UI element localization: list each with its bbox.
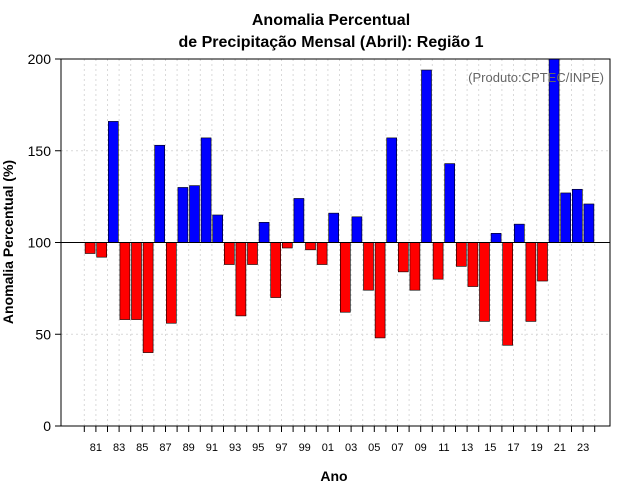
bar-93 bbox=[224, 242, 235, 265]
x-tick-label-81: 81 bbox=[90, 442, 102, 454]
x-tick-label-03: 03 bbox=[345, 442, 357, 454]
bar-15 bbox=[479, 242, 490, 322]
y-tick-label: 100 bbox=[28, 235, 52, 251]
bar-09 bbox=[409, 242, 421, 291]
bar-03 bbox=[339, 242, 351, 313]
bar-88 bbox=[166, 242, 177, 324]
x-tick-label-87: 87 bbox=[159, 442, 171, 454]
x-tick-label-07: 07 bbox=[391, 442, 403, 454]
bar-16 bbox=[490, 233, 502, 243]
bar-07 bbox=[386, 137, 398, 243]
bar-10 bbox=[421, 69, 432, 243]
x-tick-label-83: 83 bbox=[113, 442, 125, 454]
bar-86 bbox=[142, 242, 154, 353]
bar-08 bbox=[397, 242, 409, 273]
x-tick-label-99: 99 bbox=[299, 442, 311, 454]
bar-84 bbox=[119, 242, 131, 320]
x-tick-label-91: 91 bbox=[206, 442, 218, 454]
bar-89 bbox=[177, 187, 189, 243]
bar-19 bbox=[525, 242, 537, 322]
bar-99 bbox=[293, 198, 305, 243]
x-tick-label-15: 15 bbox=[484, 442, 496, 454]
credit-text: (Produto:CPTEC/INPE) bbox=[468, 70, 604, 85]
bar-01 bbox=[316, 242, 328, 265]
x-tick-label-13: 13 bbox=[461, 442, 473, 454]
x-tick-label-97: 97 bbox=[275, 442, 287, 454]
bar-02 bbox=[328, 212, 340, 243]
bar-94 bbox=[235, 242, 247, 317]
x-tick-label-23: 23 bbox=[577, 442, 589, 454]
bar-81 bbox=[84, 242, 96, 254]
bar-87 bbox=[154, 144, 165, 243]
bar-22 bbox=[560, 192, 572, 243]
bar-24 bbox=[583, 203, 595, 243]
bar-21 bbox=[548, 58, 560, 243]
bar-90 bbox=[189, 185, 200, 243]
bar-85 bbox=[131, 242, 142, 320]
grid-layer bbox=[61, 59, 610, 426]
bar-92 bbox=[212, 214, 223, 243]
bar-13 bbox=[455, 242, 467, 267]
x-tick-label-11: 11 bbox=[438, 442, 449, 454]
x-tick-label-21: 21 bbox=[554, 442, 566, 454]
x-tick-label-93: 93 bbox=[229, 442, 241, 454]
bar-97 bbox=[270, 242, 282, 298]
bar-20 bbox=[537, 242, 548, 282]
bar-12 bbox=[444, 163, 456, 243]
x-tick-label-17: 17 bbox=[507, 442, 519, 454]
x-tick-label-09: 09 bbox=[415, 442, 427, 454]
y-tick-label: 0 bbox=[43, 418, 51, 434]
y-tick-label: 150 bbox=[28, 143, 52, 159]
bar-06 bbox=[374, 242, 386, 339]
bar-05 bbox=[363, 242, 374, 291]
y-axis-label: Anomalia Percentual (%) bbox=[0, 160, 16, 324]
y-tick-label: 50 bbox=[35, 326, 51, 342]
x-axis-label: Ano bbox=[320, 468, 347, 484]
bar-82 bbox=[96, 242, 107, 258]
x-tick-label-85: 85 bbox=[136, 442, 148, 454]
x-tick-label-01: 01 bbox=[322, 442, 334, 454]
chart-title-line2: de Precipitação Mensal (Abril): Região 1 bbox=[179, 34, 484, 51]
x-tick-label-89: 89 bbox=[183, 442, 195, 454]
bar-96 bbox=[258, 222, 270, 243]
x-axis: 81 83 85 87 89 91 93 95 97 99 01 03 05 07 09 11 13 15 17 19… bbox=[83, 426, 596, 454]
x-tick-label-19: 19 bbox=[531, 442, 543, 454]
bar-17 bbox=[502, 242, 514, 346]
bar-00 bbox=[305, 242, 316, 251]
bar-23 bbox=[571, 188, 583, 243]
bar-18 bbox=[513, 223, 525, 243]
chart-title-line1: Anomalia Percentual bbox=[252, 12, 410, 29]
bar-11 bbox=[432, 242, 444, 280]
x-tick-label-95: 95 bbox=[252, 442, 264, 454]
bar-04 bbox=[351, 216, 363, 243]
bars-layer bbox=[84, 58, 595, 353]
bar-98 bbox=[281, 242, 293, 249]
y-axis: 0 50 100 150 200 bbox=[28, 51, 61, 434]
bar-83 bbox=[108, 121, 119, 243]
bar-91 bbox=[200, 137, 212, 243]
x-tick-label-05: 05 bbox=[368, 442, 380, 454]
bar-14 bbox=[467, 242, 479, 287]
bar-95 bbox=[247, 242, 258, 265]
y-tick-label: 200 bbox=[28, 51, 52, 67]
